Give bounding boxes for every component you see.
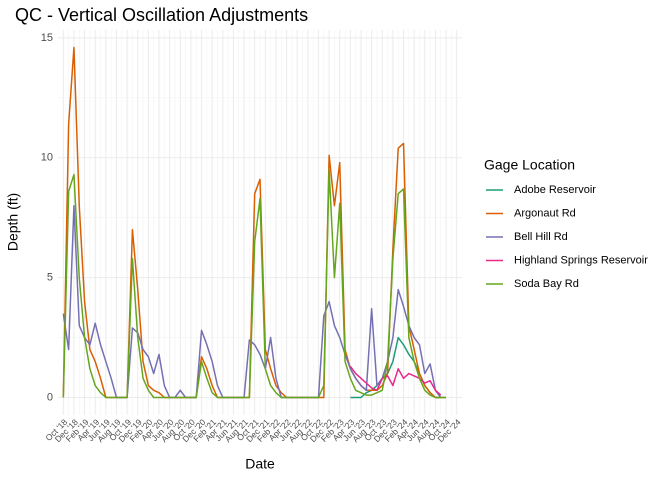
series-line — [62, 169, 447, 399]
legend-label: Adobe Reservoir — [514, 184, 596, 196]
chart-title: QC - Vertical Oscillation Adjustments — [15, 5, 308, 25]
legend-label: Highland Springs Reservoir — [514, 254, 648, 266]
y-tick-label: 5 — [47, 272, 53, 284]
legend-label: Argonaut Rd — [514, 207, 576, 219]
legend-label: Bell Hill Rd — [514, 231, 568, 243]
x-axis-title: Date — [245, 456, 275, 472]
legend-title: Gage Location — [484, 157, 575, 173]
series-line — [349, 365, 442, 396]
legend-label: Soda Bay Rd — [514, 278, 579, 290]
grid — [58, 30, 462, 415]
y-axis-title: Depth (ft) — [5, 193, 21, 251]
y-tick-label: 10 — [41, 152, 53, 164]
y-tick-label: 0 — [47, 391, 53, 403]
y-tick-label: 15 — [41, 32, 53, 44]
